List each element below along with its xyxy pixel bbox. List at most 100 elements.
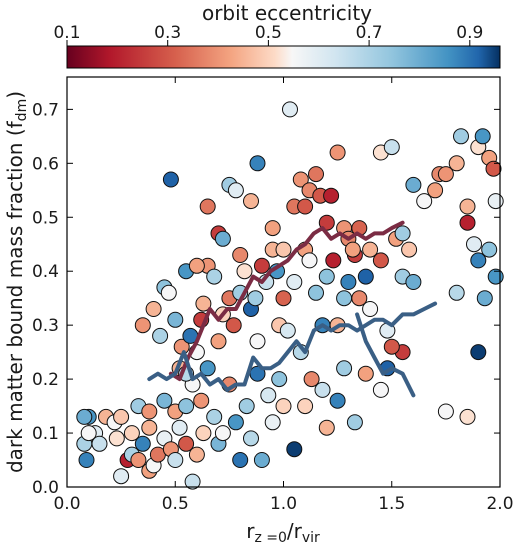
colorbar-tick-label: 0.3 xyxy=(154,23,181,43)
data-point xyxy=(470,344,487,361)
data-point xyxy=(437,166,454,183)
data-point xyxy=(453,128,469,145)
colorbar-tick-label: 0.7 xyxy=(356,23,383,43)
data-point xyxy=(199,198,216,215)
data-point xyxy=(76,408,93,425)
data-point xyxy=(195,295,212,312)
data-point xyxy=(214,230,231,247)
data-point xyxy=(329,392,346,409)
data-point xyxy=(188,257,205,274)
data-point xyxy=(401,241,418,258)
data-point xyxy=(351,290,368,307)
data-point xyxy=(301,252,318,269)
data-point xyxy=(108,430,125,447)
axis-ticks: 0.0 0.5 1.0 1.5 2.0 0.0 0.1 0.2 0.3 0.4 0.5 0.6 0.7 xyxy=(32,77,514,514)
data-point xyxy=(459,198,476,215)
data-point xyxy=(253,257,270,274)
x-axis-label: rz =0/rvir xyxy=(246,519,320,544)
data-point xyxy=(236,263,253,280)
data-point xyxy=(357,268,374,285)
data-point xyxy=(372,381,389,398)
y-tick-label: 0.3 xyxy=(32,316,59,336)
data-point xyxy=(394,225,411,242)
data-point xyxy=(243,430,259,447)
x-tick-label: 2.0 xyxy=(486,494,513,514)
data-point xyxy=(297,398,314,415)
data-point xyxy=(308,166,324,183)
colorbar-tick-label: 0.5 xyxy=(255,23,282,43)
data-point xyxy=(232,247,249,263)
data-point xyxy=(318,268,335,285)
data-point xyxy=(167,311,184,328)
x-tick-label: 0.0 xyxy=(53,494,80,514)
plot-area: 0.0 0.5 1.0 1.5 2.0 0.0 0.1 0.2 0.3 0.4 0.5 0.6 0.7 xyxy=(32,76,514,514)
data-point xyxy=(227,182,244,199)
data-point xyxy=(448,284,465,301)
data-point xyxy=(372,252,389,269)
colorbar-title: orbit eccentricity xyxy=(202,1,372,25)
data-point xyxy=(275,241,292,258)
data-point xyxy=(156,392,173,409)
data-point xyxy=(152,327,169,344)
data-point xyxy=(286,441,303,458)
data-point xyxy=(195,425,212,442)
colorbar-tick-label: 0.1 xyxy=(53,23,80,43)
data-point xyxy=(167,452,184,468)
data-point xyxy=(336,290,353,307)
data-point xyxy=(210,333,227,350)
data-point xyxy=(206,408,223,425)
data-point xyxy=(336,360,353,377)
y-tick-label: 0.5 xyxy=(32,208,59,228)
x-tick-label: 0.5 xyxy=(162,494,189,514)
series-line-1 xyxy=(168,220,405,382)
data-point xyxy=(275,398,292,415)
data-point xyxy=(206,268,223,285)
data-point xyxy=(199,360,216,377)
data-point xyxy=(427,182,444,199)
data-point xyxy=(80,425,97,442)
data-point xyxy=(178,398,195,415)
y-tick-label: 0.0 xyxy=(32,478,59,498)
data-point xyxy=(474,128,491,145)
data-point xyxy=(271,371,288,388)
data-point xyxy=(260,387,277,404)
data-point xyxy=(297,198,314,215)
data-point xyxy=(485,160,502,177)
data-point xyxy=(282,101,298,118)
data-point xyxy=(279,322,296,339)
data-point xyxy=(275,290,292,307)
data-point xyxy=(264,414,281,431)
y-tick-label: 0.2 xyxy=(32,370,59,390)
data-point xyxy=(91,435,108,452)
colorbar: orbit eccentricity 0.1 0.3 0.5 0.7 0.9 xyxy=(53,1,501,69)
data-point xyxy=(487,193,504,210)
data-point xyxy=(264,220,281,237)
data-point xyxy=(344,241,361,258)
data-point xyxy=(470,252,487,269)
data-point xyxy=(405,176,422,193)
data-point xyxy=(476,290,493,307)
data-point xyxy=(314,381,331,398)
data-point xyxy=(193,392,210,409)
data-point xyxy=(232,452,249,468)
data-point xyxy=(243,193,259,210)
data-point xyxy=(318,419,335,436)
data-point xyxy=(188,446,205,463)
data-point xyxy=(134,317,151,334)
data-point xyxy=(466,236,482,253)
data-point xyxy=(123,425,140,442)
data-point xyxy=(416,193,433,210)
data-point xyxy=(141,419,158,436)
data-point xyxy=(78,452,95,468)
data-point xyxy=(253,452,270,468)
data-point xyxy=(383,139,400,156)
data-point xyxy=(308,284,324,301)
data-point xyxy=(214,425,231,442)
data-point xyxy=(323,187,340,204)
data-point xyxy=(362,241,379,258)
plot-frame-bg xyxy=(67,77,500,487)
lines-layer xyxy=(147,220,438,398)
y-tick-label: 0.7 xyxy=(32,100,59,120)
data-point xyxy=(113,468,130,485)
data-point xyxy=(405,274,422,290)
